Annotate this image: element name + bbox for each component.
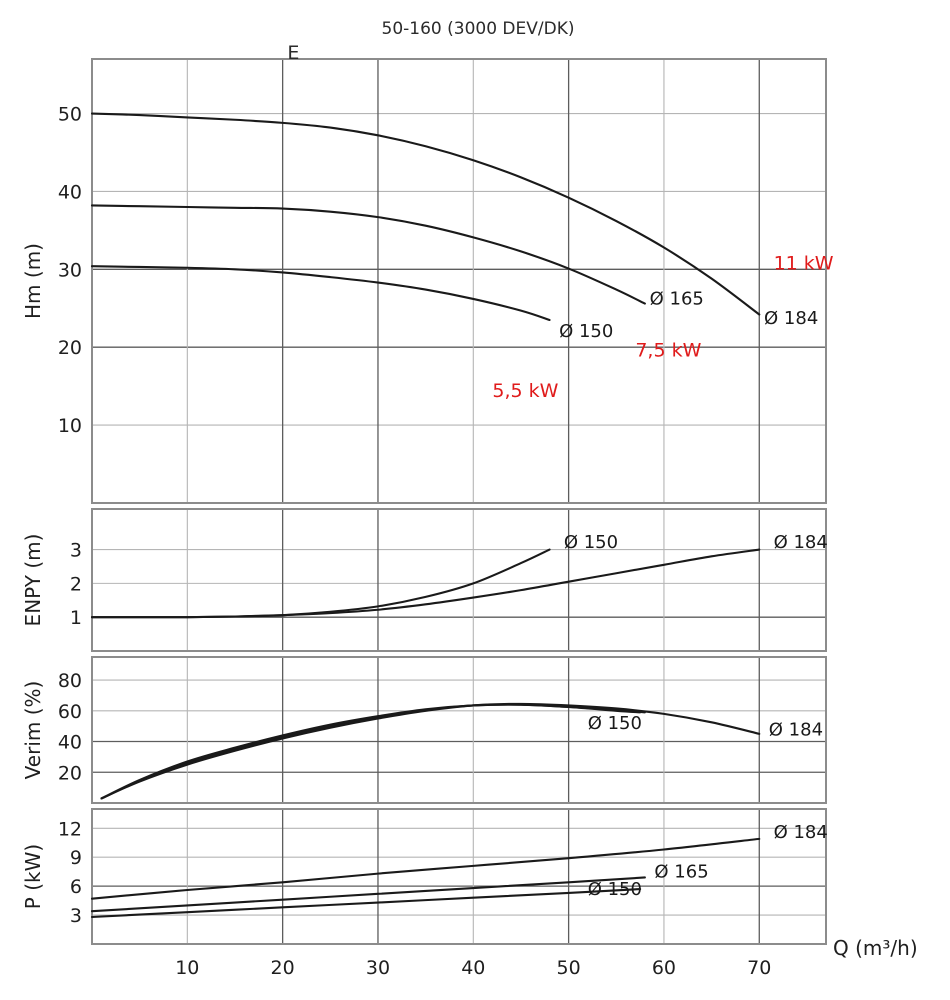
y-tick-label: 80 <box>58 670 82 692</box>
y-tick-label: 20 <box>58 762 82 784</box>
x-tick-label: 60 <box>652 957 676 979</box>
x-tick-label: 50 <box>557 957 581 979</box>
panel-frame <box>91 508 827 652</box>
y-tick-label: 2 <box>70 573 82 595</box>
curve-head <box>90 112 761 316</box>
y-tick-label: 6 <box>70 876 82 898</box>
curve-label: Ø 184 <box>774 822 828 843</box>
curve-npsh <box>90 548 761 619</box>
y-tick-label: 20 <box>58 337 82 359</box>
curve-label: Ø 150 <box>564 532 618 553</box>
y-axis-title-efficiency: Verim (%) <box>21 681 45 780</box>
y-tick-label: 12 <box>58 818 82 840</box>
power-rating-label: 5,5 kW <box>492 380 558 402</box>
power-rating-label: 7,5 kW <box>635 340 701 362</box>
x-tick-label: 30 <box>366 957 390 979</box>
panel-efficiency: 20 40 60 80 Verim (%) Ø 184 Ø 150 <box>21 656 827 804</box>
panel-frame <box>91 58 827 504</box>
curve-power <box>90 876 646 913</box>
power-rating-label: 11 kW <box>774 252 834 274</box>
annotation-marker-e: E <box>287 42 299 64</box>
x-tick-label: 70 <box>747 957 771 979</box>
panel-head: 10 20 30 40 50 Hm (m) Ø 184 Ø 165 Ø 150 11 kW 7,5 … <box>21 58 834 504</box>
x-tick-label: 20 <box>271 957 295 979</box>
curve-power <box>90 887 642 919</box>
curve-power <box>90 837 761 900</box>
curve-label: Ø 184 <box>764 308 818 329</box>
y-tick-label: 50 <box>58 104 82 126</box>
panels-layer: 10 20 30 40 50 Hm (m) Ø 184 Ø 165 Ø 150 11 kW 7,5 … <box>21 42 834 979</box>
x-axis-title: Q (m³/h) <box>833 936 918 960</box>
y-tick-label: 40 <box>58 181 82 203</box>
y-axis-title-head: Hm (m) <box>21 243 45 319</box>
y-tick-label: 30 <box>58 259 82 281</box>
curve-head <box>90 265 551 321</box>
chart-title: 50-160 (3000 DEV/DK) <box>382 19 575 39</box>
panel-npsh: 1 2 3 ENPY (m) Ø 150 Ø 184 <box>21 508 828 652</box>
y-axis-title-power: P (kW) <box>21 844 45 909</box>
panel-frame <box>91 656 827 804</box>
curve-label: Ø 165 <box>650 288 704 309</box>
curve-efficiency <box>100 703 642 800</box>
y-tick-label: 60 <box>58 701 82 723</box>
curve-label: Ø 184 <box>769 719 823 740</box>
x-tick-label: 10 <box>175 957 199 979</box>
y-tick-label: 3 <box>70 905 82 927</box>
curve-label: Ø 150 <box>559 321 613 342</box>
panel-frame <box>91 808 827 945</box>
y-tick-label: 3 <box>70 540 82 562</box>
curve-label: Ø 150 <box>588 879 642 900</box>
y-tick-label: 9 <box>70 847 82 869</box>
y-tick-label: 1 <box>70 607 82 629</box>
y-tick-label: 40 <box>58 732 82 754</box>
curve-label: Ø 150 <box>588 713 642 734</box>
x-tick-label: 40 <box>461 957 485 979</box>
curve-head <box>90 204 646 305</box>
curve-label: Ø 165 <box>654 861 708 882</box>
panel-power: 3 6 9 12 P (kW) Ø 184 Ø 165 Ø 150 10 20 30 40 50 60 70 <box>21 808 828 979</box>
y-axis-title-npsh: ENPY (m) <box>21 534 45 627</box>
curve-label: Ø 184 <box>774 532 828 553</box>
y-tick-label: 10 <box>58 415 82 437</box>
